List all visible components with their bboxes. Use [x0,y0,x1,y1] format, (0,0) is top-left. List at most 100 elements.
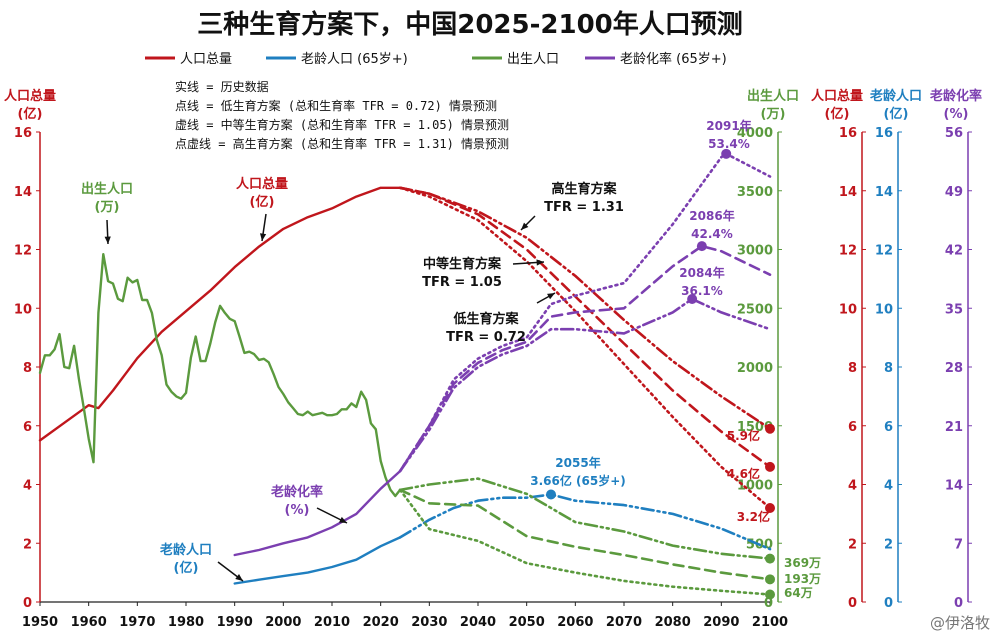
aging-rate-axis-tick-label: 21 [945,420,963,435]
left-tick-label: 4 [23,479,32,494]
aging-annotation: (%) [285,503,310,518]
aging-rate-axis-tick-label: 7 [954,537,963,552]
x-tick-label: 2030 [411,615,447,630]
line-style-note: 实线 = 历史数据 [175,79,269,94]
annotation-arrowhead [536,259,544,266]
left-tick-label: 8 [23,361,32,376]
population-annotation: (亿) [250,194,275,210]
x-tick-label: 2090 [703,615,739,630]
annotation-arrowhead [521,222,529,230]
elderly-peak-label: 2055年 [555,455,600,470]
series-line-population-dashdot [398,186,772,430]
left-axis-label: 人口总量 [4,88,56,104]
pop-mid-end-label: 4.6亿 [727,466,760,481]
births-axis-tick-label: 3000 [737,244,773,259]
left-tick-label: 6 [23,420,32,435]
high-scenario-label: 高生育方案 [551,181,617,197]
peak-2084-label: 36.1% [681,284,723,298]
data-marker [765,461,775,472]
births-axis-tick-label: 4000 [737,126,773,141]
peak-2091-label: 2091年 [706,118,751,133]
aging-annotation: 老龄化率 [270,484,323,500]
axes: 1950 1960 1970 1980 1990 2000 2010 2020 2030 2040… [4,88,982,630]
population-annotation: 人口总量 [236,176,288,192]
elderly-axis-tick-label: 8 [884,361,893,376]
x-tick-label: 1980 [168,615,204,630]
peak-2091-label: 53.4% [708,137,750,151]
aging-rate-axis-tick-label: 56 [945,126,963,141]
data-marker [765,553,775,564]
legend-item: 人口总量 [145,52,232,67]
elderly-axis-tick-label: 16 [875,126,893,141]
aging-rate-axis-label: 老龄化率 [929,88,982,104]
x-tick-label: 2100 [752,615,788,630]
pop-high-end-label: 5.9亿 [727,428,760,443]
series-markers [546,148,775,600]
population-right-axis-tick-label: 6 [848,420,857,435]
line-style-note: 点线 = 低生育方案 (总和生育率 TFR = 0.72) 情景预测 [175,98,497,113]
population-right-axis-tick-label: 8 [848,361,857,376]
low-scenario-label: TFR = 0.72 [446,330,526,345]
left-tick-label: 14 [14,185,32,200]
elderly-axis-tick-label: 0 [884,596,893,611]
series-line-aging_rate-dashed [398,244,772,473]
births-axis-tick-label: 2000 [737,361,773,376]
data-marker [765,574,775,585]
aging-rate-axis-tick-label: 35 [945,302,963,317]
left-axis-unit: (亿) [18,106,43,122]
annotation-arrowhead [339,516,347,523]
population-right-axis-tick-label: 2 [848,537,857,552]
series-line-aging_rate-solid [233,469,402,557]
legend-label: 出生人口 [507,52,559,67]
births-axis-unit: (万) [761,107,786,122]
line-style-note: 虚线 = 中等生育方案 (总和生育率 TFR = 1.05) 情景预测 [175,117,509,132]
x-tick-label: 1990 [217,615,253,630]
watermark: @伊洛牧 [930,614,990,632]
births-high-end-label: 369万 [784,556,821,570]
series-line-births-dotted [398,488,772,596]
x-tick-label: 2040 [460,615,496,630]
left-tick-label: 12 [14,244,32,259]
births-mid-end-label: 193万 [784,572,821,586]
legend-item: 老龄化率 (65岁+) [585,51,727,67]
series-line-elderly-solid [233,536,402,585]
data-marker [721,148,732,159]
data-marker [765,589,775,600]
left-tick-label: 2 [23,537,32,552]
series-line-births-solid [38,253,402,498]
elderly-axis-label: 老龄人口 [869,88,922,104]
legend: 人口总量 老龄人口 (65岁+) 出生人口 老龄化率 (65岁+) [145,51,727,67]
births-axis-tick-label: 3500 [737,185,773,200]
elderly-peak-label: 3.66亿 (65岁+) [530,473,626,488]
chart-title: 三种生育方案下，中国2025-2100年人口预测 [197,9,743,40]
series-line-population-solid [38,186,402,442]
births-axis-tick-label: 1000 [737,479,773,494]
series-lines [38,152,772,596]
series-line-births-dashed [398,488,772,581]
aging-rate-axis-tick-label: 49 [945,185,963,200]
annotation-arrowhead [259,233,267,241]
x-tick-label: 1950 [22,615,58,630]
low-scenario-label: 低生育方案 [452,311,519,327]
population-right-axis-tick-label: 16 [839,126,857,141]
elderly-annotation: 老龄人口 [159,542,212,558]
left-tick-label: 10 [14,302,32,317]
x-tick-label: 2020 [363,615,399,630]
peak-2084-label: 2084年 [679,265,724,280]
annotation-arrowhead [104,236,111,244]
x-tick-label: 2080 [655,615,691,630]
population-right-axis-tick-label: 4 [848,479,857,494]
aging-rate-axis-unit: (%) [944,107,969,122]
high-scenario-label: TFR = 1.31 [544,200,624,215]
annotations: 出生人口 (万) 人口总量 (亿) 老龄化率 (%) 老龄人口 (亿) 高生育方案 TFR = 1… [81,118,821,600]
left-tick-label: 16 [14,126,32,141]
line-style-note: 点虚线 = 高生育方案 (总和生育率 TFR = 1.31) 情景预测 [175,136,509,151]
births-annotation: (万) [95,200,120,215]
x-tick-label: 1970 [119,615,155,630]
series-line-births-dashdot [398,477,772,560]
aging-rate-axis-tick-label: 14 [945,479,963,494]
data-marker [765,423,775,434]
left-tick-label: 0 [23,596,32,611]
data-marker [687,294,698,305]
plot-frame [39,132,770,603]
